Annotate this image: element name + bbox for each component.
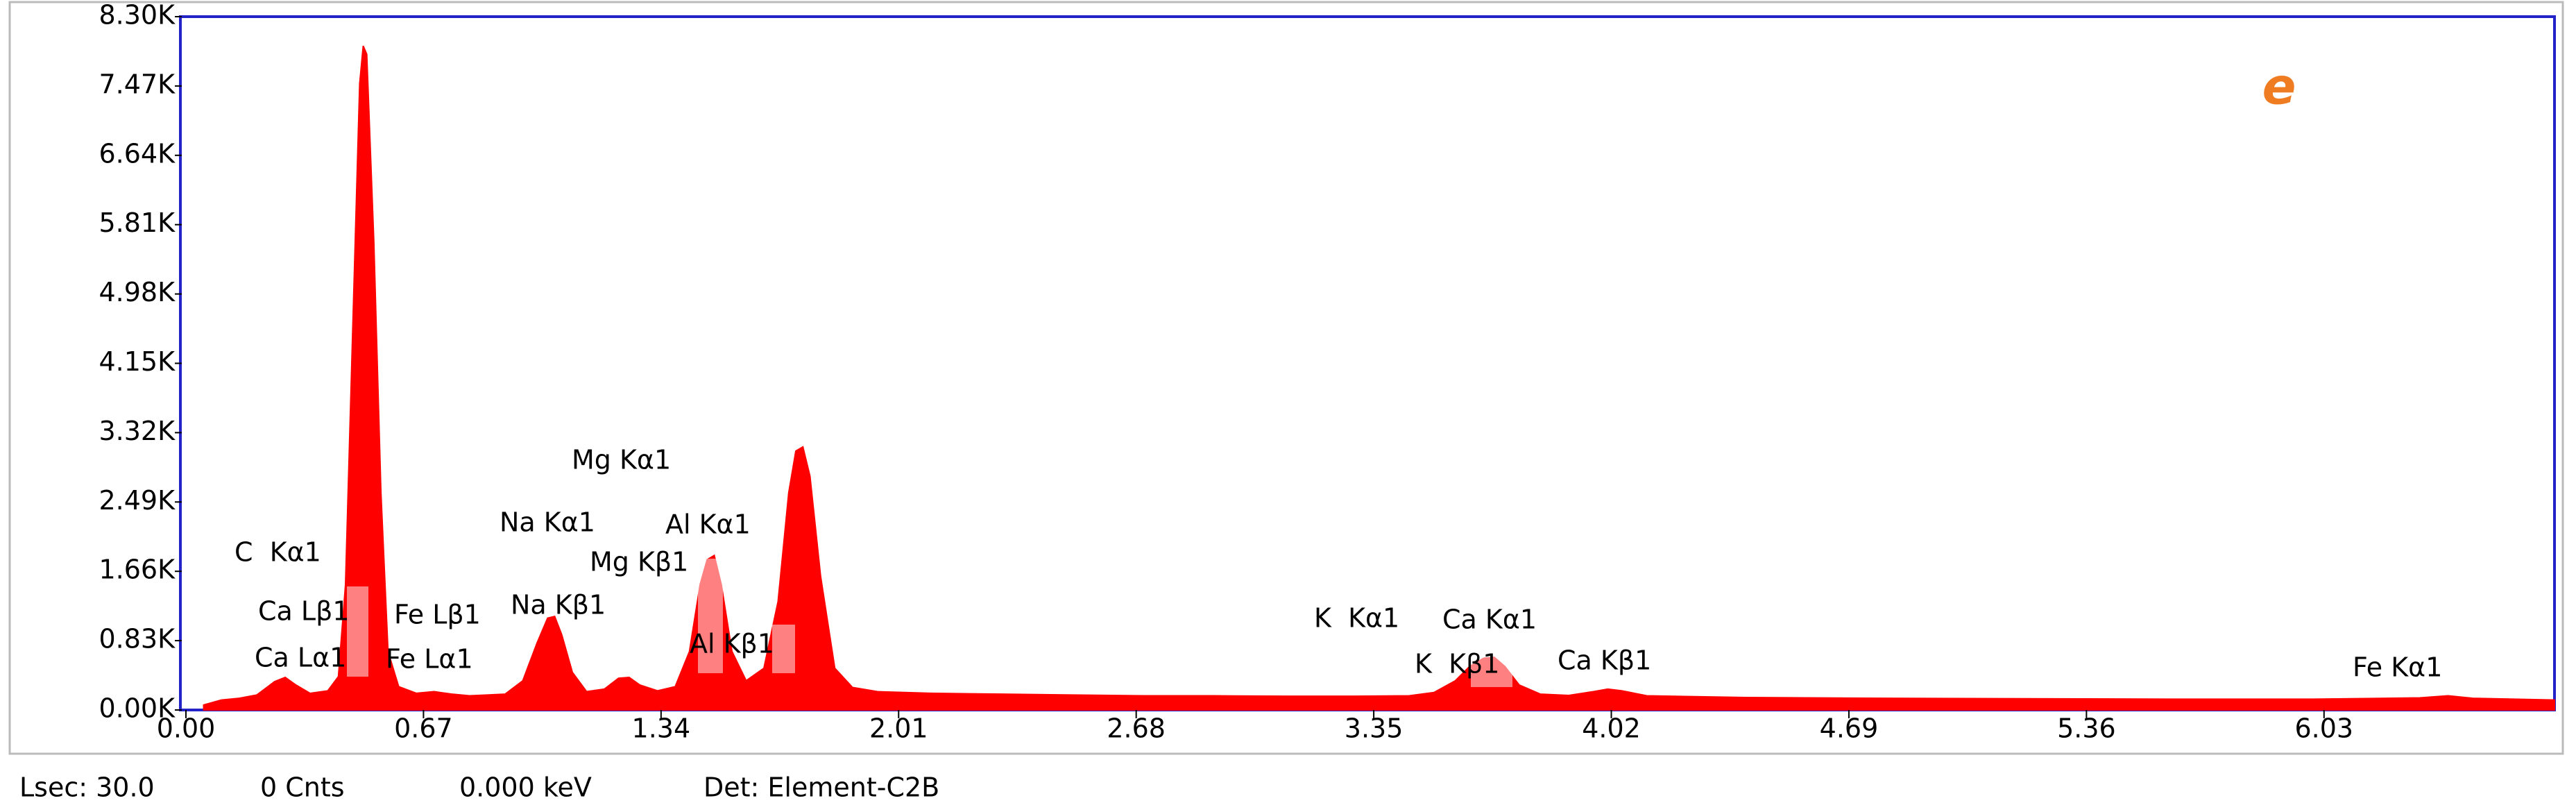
peak-label: Al Kβ1 [690,629,774,659]
peak-label: Al Kα1 [665,509,751,540]
y-tick-label: 5.81K [99,208,176,238]
y-tick-label: 8.30K [99,0,176,31]
peak-label: C Kα1 [234,537,321,568]
line-marker [347,586,368,677]
status-text: Lsec: 30.0 [19,772,155,803]
peak-label: Ca Lβ1 [258,596,350,627]
peak-label: K Kβ1 [1415,649,1499,679]
y-tick-label: 3.32K [99,416,176,446]
peak-label: Mg Kα1 [572,445,671,475]
spectrum [203,45,2555,711]
y-tick-label: 4.98K [99,277,176,307]
status-text: Det: Element-C2B [703,772,939,803]
status-text: 0 Cnts [260,772,345,803]
line-marker [772,625,795,673]
peak-label: Ca Lα1 [255,643,346,673]
y-tick-label: 0.83K [99,624,176,654]
y-tick-label: 6.64K [99,138,176,169]
panel-label: e [2262,58,2296,116]
y-tick-label: 4.15K [99,346,176,377]
peak-label: Na Kα1 [500,507,595,538]
peak-label: Na Kβ1 [511,590,606,620]
peak-label: Mg Kβ1 [590,547,688,577]
y-tick-label: 0.00K [99,693,176,724]
peak-label: Fe Kα1 [2353,652,2442,683]
plot-area [179,15,2556,711]
peak-label: Fe Lβ1 [394,600,481,630]
peak-label: Fe Lα1 [386,644,473,675]
y-tick-label: 7.47K [99,69,176,99]
y-tick-label: 1.66K [99,555,176,585]
marks [203,45,2555,711]
peak-label: Ca Kα1 [1442,604,1537,635]
peak-label: Ca Kβ1 [1558,645,1651,676]
peak-label: K Kα1 [1314,603,1399,634]
line-marker [698,559,723,673]
y-tick-label: 2.49K [99,485,176,516]
line-marker [1471,649,1512,687]
status-text: 0.000 keV [459,772,592,803]
